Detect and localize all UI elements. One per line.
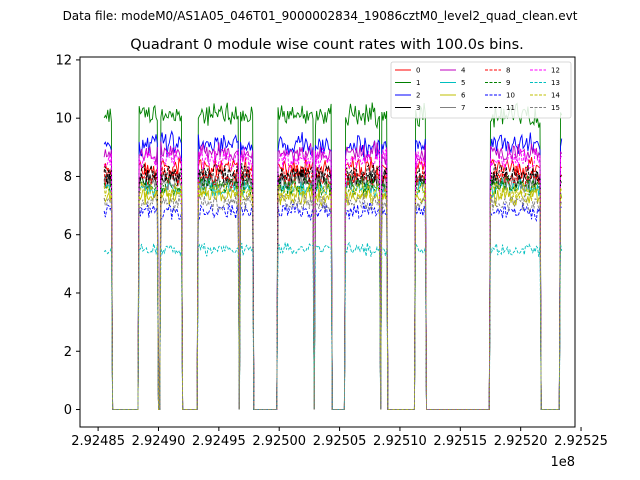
- x-tick-label: 2.92505: [313, 434, 367, 449]
- legend-label-6: 6: [461, 92, 466, 100]
- legend-label-11: 11: [506, 104, 515, 112]
- legend-label-12: 12: [551, 67, 560, 75]
- legend-label-10: 10: [506, 92, 515, 100]
- x-tick-label: 2.92490: [132, 434, 186, 449]
- y-tick-label: 8: [64, 170, 72, 185]
- x-tick-label: 2.92520: [494, 434, 548, 449]
- legend-label-14: 14: [551, 92, 560, 100]
- legend-label-9: 9: [506, 79, 510, 87]
- legend-box: [390, 61, 572, 119]
- y-tick-label: 12: [55, 53, 72, 68]
- y-tick-label: 10: [55, 112, 72, 127]
- axes-frame: [79, 56, 576, 428]
- legend-label-3: 3: [416, 104, 420, 112]
- legend-label-4: 4: [461, 67, 466, 75]
- y-axis: 0 2 4 6 8 10 12: [55, 53, 80, 418]
- series-line-15: [103, 193, 563, 410]
- legend-label-2: 2: [416, 92, 420, 100]
- chart-title: Quadrant 0 module wise count rates with …: [130, 37, 524, 53]
- y-tick-label: 6: [64, 228, 72, 243]
- legend-label-0: 0: [416, 67, 420, 75]
- legend-label-8: 8: [506, 67, 510, 75]
- series-line-3: [103, 166, 563, 410]
- series-line-12: [103, 147, 563, 410]
- legend-label-5: 5: [461, 79, 465, 87]
- x-tick-label: 2.92515: [433, 434, 487, 449]
- x-tick-label: 2.92525: [554, 434, 608, 449]
- legend-label-15: 15: [551, 104, 560, 112]
- series-line-10: [103, 200, 562, 410]
- x-axis: 2.92485 2.92490 2.92495 2.92500 2.92505 2.925…: [71, 427, 608, 449]
- legend-label-13: 13: [551, 79, 560, 87]
- x-tick-label: 2.92495: [192, 434, 246, 449]
- suptitle: Data file: modeM0/AS1A05_046T01_90000028…: [63, 9, 578, 23]
- series-line-13: [103, 241, 563, 410]
- x-tick-label: 2.92510: [373, 434, 427, 449]
- series-line-6: [103, 186, 563, 410]
- y-tick-label: 0: [64, 403, 72, 418]
- legend-label-7: 7: [461, 104, 465, 112]
- plot-area: [103, 102, 563, 410]
- x-tick-label: 2.92500: [252, 434, 306, 449]
- y-tick-label: 4: [64, 286, 72, 301]
- legend-label-1: 1: [416, 79, 420, 87]
- series-line-14: [103, 181, 563, 410]
- y-tick-label: 2: [64, 345, 72, 360]
- x-tick-label: 2.92485: [71, 434, 125, 449]
- x-offset-label: 1e8: [550, 455, 575, 470]
- series-line-8: [103, 165, 563, 410]
- series-line-11: [103, 163, 562, 410]
